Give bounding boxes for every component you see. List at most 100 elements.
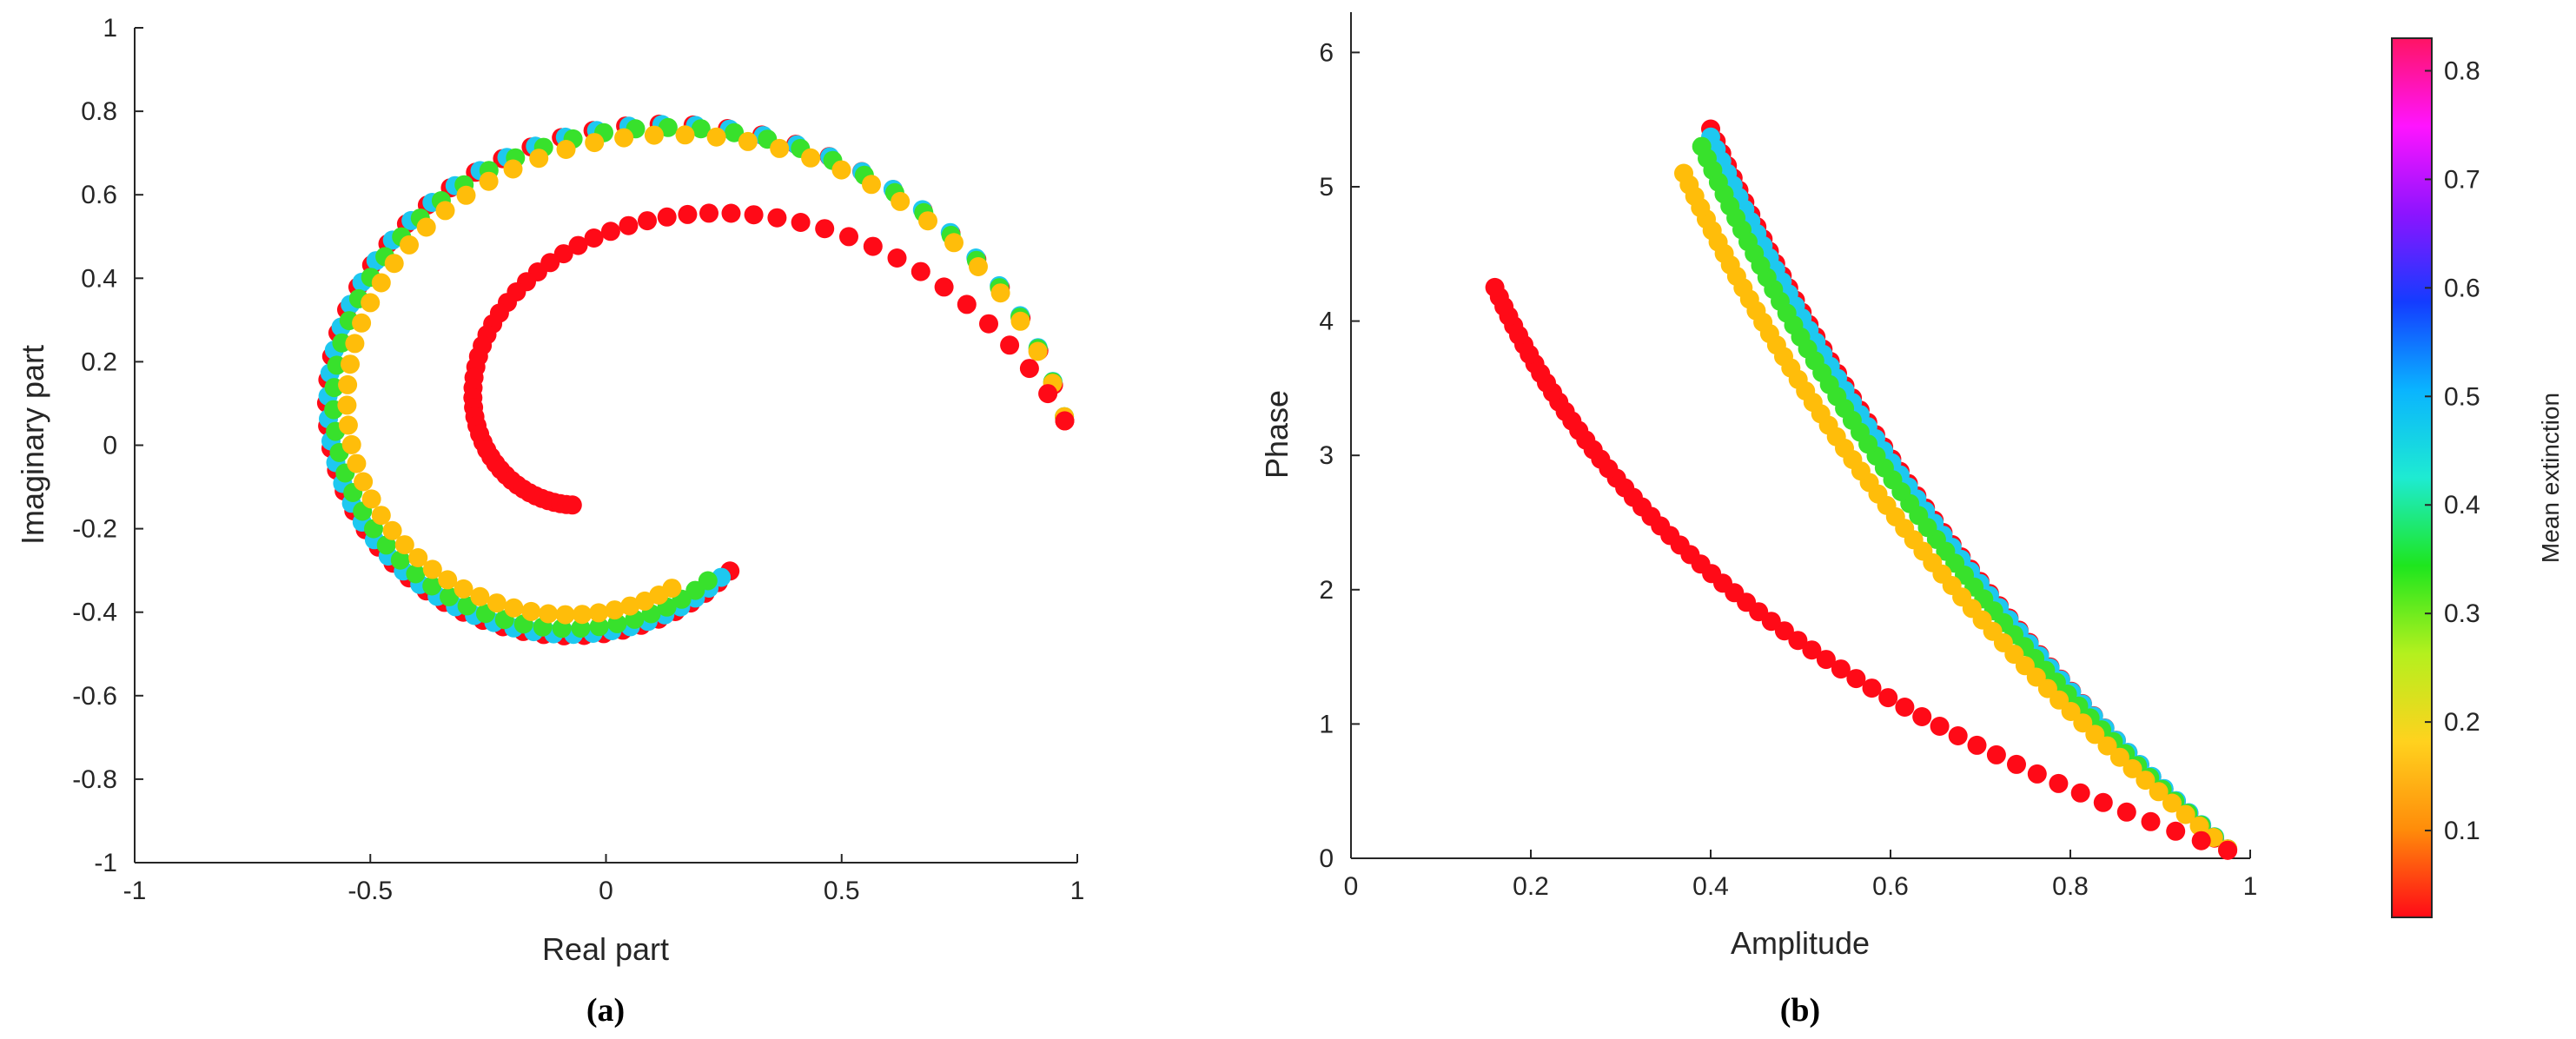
panel-a-point-series-4 <box>553 244 573 264</box>
panel-b-point-series-4 <box>2027 764 2047 784</box>
panel-a-point-series-3 <box>338 374 358 394</box>
panel-b-y-tick-label: 0 <box>1319 844 1334 873</box>
panel-a-point-series-4 <box>562 495 582 515</box>
panel-a-point-series-3 <box>969 257 988 276</box>
panel-a-point-series-3 <box>891 191 911 211</box>
panel-a-y-tick-label: -1 <box>94 849 117 877</box>
panel-b-point-series-4 <box>2070 783 2090 803</box>
panel-b-y-tick-label: 3 <box>1319 441 1334 470</box>
panel-a-point-series-3 <box>454 579 473 599</box>
panel-a-point-series-4 <box>1038 384 1058 404</box>
panel-b-x-ticks: 0 0.2 0.4 0.6 0.8 1 <box>1344 850 2257 901</box>
panel-a-y-tick-label: -0.6 <box>72 682 117 711</box>
colorbar: 0.1 0.2 0.3 0.4 0.5 0.6 0.7 0.8 Mean extinction <box>2391 37 2564 918</box>
panel-b-point-series-2 <box>1692 136 1712 156</box>
panel-a-point-series-4 <box>678 204 698 224</box>
panel-a-point-series-3 <box>944 233 964 253</box>
panel-b-point-series-3 <box>2122 758 2142 778</box>
panel-a-x-tick-label: -1 <box>123 877 147 905</box>
colorbar-ticks: 0.1 0.2 0.3 0.4 0.5 0.6 0.7 0.8 <box>2425 56 2480 845</box>
panel-a-point-series-4 <box>619 215 639 235</box>
panel-a-y-tick-label: -0.2 <box>72 515 117 544</box>
panel-b-point-series-4 <box>2166 821 2186 841</box>
panel-b-point-series-4 <box>1485 277 1505 297</box>
panel-a-point-series-3 <box>479 171 499 191</box>
colorbar-tick-label: 0.7 <box>2444 165 2480 194</box>
panel-a-point-series-3 <box>539 604 559 624</box>
panel-a-point-series-4 <box>600 222 620 242</box>
panel-a-point-series-2 <box>691 119 711 139</box>
panel-a-point-series-3 <box>338 415 358 435</box>
panel-a-caption: (a) <box>586 992 625 1029</box>
panel-a-y-tick-label: 0.4 <box>81 264 117 293</box>
panel-a-y-tick-label: -0.4 <box>72 599 117 627</box>
panel-a-y-tick-label: 0.2 <box>81 347 117 376</box>
panel-a-point-series-3 <box>503 159 523 179</box>
panel-b-point-series-4 <box>2218 840 2238 860</box>
panel-b-x-label: Amplitude <box>1731 925 1870 961</box>
panel-a-point-series-4 <box>957 294 977 314</box>
panel-b-point-series-4 <box>2007 754 2026 774</box>
panel-a-point-series-3 <box>589 603 609 623</box>
panel-b-point-series-4 <box>1816 650 1836 670</box>
panel-a-point-series-3 <box>990 283 1010 303</box>
panel-a-point-series-2 <box>658 117 678 137</box>
panel-a-y-tick-label: 1 <box>103 14 117 43</box>
panel-a-point-series-3 <box>371 273 391 293</box>
panel-a-point-series-3 <box>614 128 634 148</box>
panel-b-point-series-4 <box>2049 773 2069 793</box>
panel-b-point-series-3 <box>2085 725 2105 745</box>
panel-a-point-series-3 <box>573 605 593 625</box>
panel-a-point-series-3 <box>831 160 851 180</box>
panel-b-point-series-4 <box>1878 688 1898 708</box>
panel-a-point-series-2 <box>406 564 426 584</box>
panel-a-x-tick-label: 1 <box>1070 877 1085 905</box>
panel-a-point-series-3 <box>470 586 490 606</box>
panel-a-point-series-4 <box>699 203 718 223</box>
panel-a-point-series-4 <box>979 314 998 334</box>
panel-a-point-series-3 <box>556 140 576 159</box>
panel-a-point-series-3 <box>341 434 361 454</box>
panel-a-points <box>316 114 1075 645</box>
panel-b-point-series-3 <box>2097 736 2117 756</box>
panel-b-y-tick-label: 1 <box>1319 710 1334 738</box>
panel-a-point-series-3 <box>382 520 402 540</box>
panel-a-x-ticks: -1 -0.5 0 0.5 1 <box>123 854 1085 905</box>
panel-b-point-series-4 <box>1802 640 1822 660</box>
panel-b-point-series-3 <box>2162 793 2182 813</box>
panel-b-y-label: Phase <box>1259 390 1295 479</box>
panel-b-point-series-3 <box>2189 816 2209 836</box>
panel-a-point-series-3 <box>555 605 575 625</box>
panel-b-point-series-4 <box>1930 717 1950 736</box>
panel-a-point-series-3 <box>918 211 937 231</box>
panel-a-point-series-3 <box>1010 311 1030 331</box>
panel-a-point-series-4 <box>839 227 858 247</box>
panel-b-amplitude-phase: 0 0.2 0.4 0.6 0.8 1 0 1 2 3 4 5 6 Amplitude Phase (… <box>1259 12 2257 1029</box>
panel-a-y-tick-label: 0.8 <box>81 97 117 126</box>
panel-b-point-series-4 <box>2116 802 2136 822</box>
panel-a-point-series-3 <box>416 217 436 237</box>
panel-a-point-series-2 <box>725 122 745 142</box>
panel-b-point-series-3 <box>2136 771 2155 791</box>
panel-a-point-series-3 <box>345 334 365 354</box>
panel-b-point-series-4 <box>1948 726 1968 745</box>
panel-a-x-tick-label: 0 <box>599 877 613 905</box>
panel-a-point-series-3 <box>504 598 524 618</box>
panel-a-point-series-3 <box>435 201 455 221</box>
panel-a-point-series-4 <box>767 208 787 228</box>
panel-a-point-series-3 <box>738 131 758 151</box>
panel-a-point-series-4 <box>584 228 604 248</box>
panel-b-y-ticks: 0 1 2 3 4 5 6 <box>1319 38 1360 873</box>
colorbar-tick-label: 0.1 <box>2444 817 2480 845</box>
panel-b-point-series-4 <box>1967 735 1987 755</box>
panel-a-point-series-3 <box>862 175 881 195</box>
panel-b-x-tick-label: 0.8 <box>2052 872 2089 901</box>
panel-b-point-series-3 <box>2061 702 2081 721</box>
panel-a-point-series-3 <box>675 125 695 145</box>
panel-a-point-series-3 <box>521 601 541 621</box>
panel-a-x-tick-label: -0.5 <box>348 877 393 905</box>
panel-a-point-series-4 <box>744 205 764 225</box>
panel-b-points <box>1485 119 2238 860</box>
colorbar-tick-label: 0.3 <box>2444 599 2480 628</box>
